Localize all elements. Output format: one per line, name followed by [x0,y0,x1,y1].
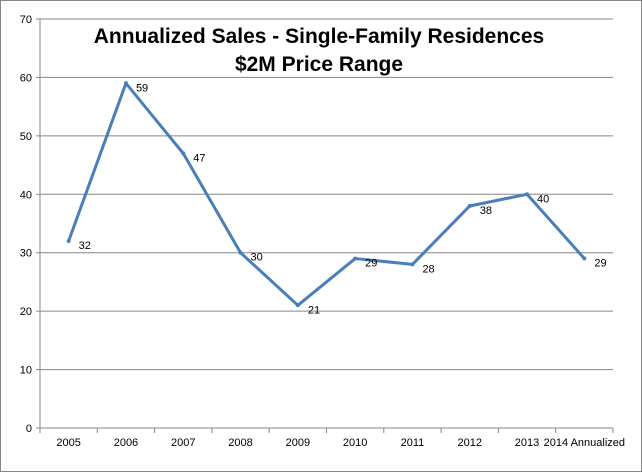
x-tick-label: 2012 [458,437,482,449]
y-tick-label: 60 [20,72,32,84]
series-line [67,81,586,307]
data-point [123,81,128,86]
y-axis-ticks: 0 10 20 30 40 50 60 70 [20,14,32,435]
y-tick-label: 50 [20,131,32,143]
axes [36,18,614,433]
y-tick-label: 70 [20,14,32,26]
x-tick-label: 2005 [56,437,80,449]
x-axis-ticks: 2005 2006 2007 2008 2009 2010 2011 2012 2013 2014… [56,437,625,449]
data-label: 29 [594,258,606,270]
x-tick-label: 2011 [401,437,425,449]
y-tick-label: 20 [20,306,32,318]
series-layer [66,81,587,308]
data-label: 28 [422,263,434,275]
data-labels: 32 59 47 30 21 29 28 38 40 29 [79,82,607,316]
data-label: 29 [365,258,377,270]
x-tick-label: 2008 [228,437,252,449]
chart-subtitle: $2M Price Range [235,53,403,76]
data-point [410,262,415,267]
data-point [238,250,243,255]
data-label: 32 [79,240,91,252]
x-tick-label: 2006 [114,437,138,449]
data-point [295,303,300,308]
data-point [525,192,530,197]
x-tick-label: 2009 [286,437,310,449]
data-label: 40 [537,193,549,205]
x-tick-label: 2010 [343,437,367,449]
y-tick-label: 10 [20,365,32,377]
y-tick-label: 0 [26,423,32,435]
data-point [353,256,358,261]
data-label: 30 [251,252,263,264]
data-point [467,203,472,208]
y-tick-label: 30 [20,248,32,260]
x-tick-label: 2007 [171,437,195,449]
data-point [181,151,186,156]
data-point [66,239,71,244]
x-tick-label: 2014 Annualized [544,437,625,449]
x-tick-label: 2013 [515,437,539,449]
data-label: 38 [480,205,492,217]
gridlines [40,18,613,371]
data-label: 59 [136,82,148,94]
data-label: 21 [308,304,320,316]
chart-title: Annualized Sales - Single-Family Residen… [94,25,544,48]
y-tick-label: 40 [20,189,32,201]
data-label: 47 [193,152,205,164]
data-point [582,256,587,261]
